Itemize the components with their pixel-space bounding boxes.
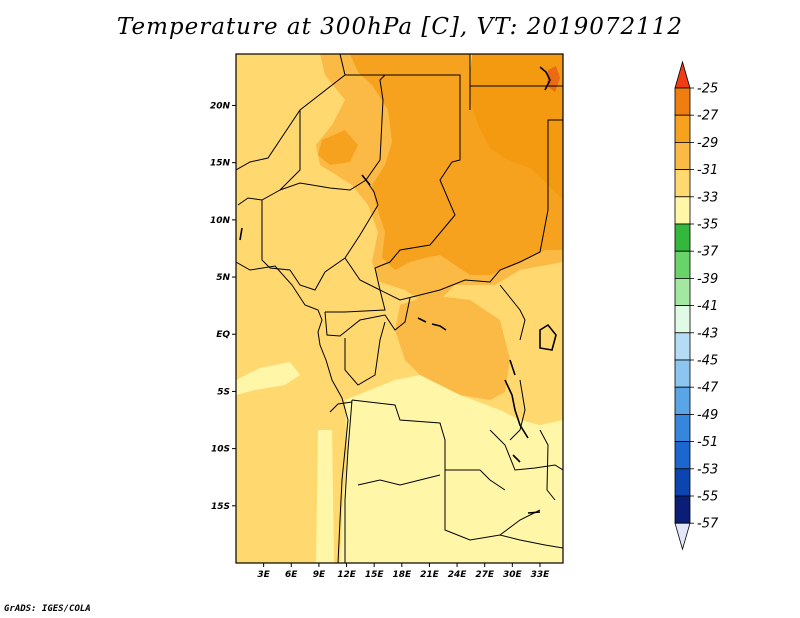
lon-tick-label: 33E — [531, 570, 551, 580]
colorbar-label: -39 — [697, 272, 718, 287]
colorbar-swatch — [674, 386, 691, 415]
lon-tick-label: 21E — [420, 570, 440, 580]
colorbar-label: -33 — [697, 190, 718, 205]
colorbar-label: -45 — [697, 354, 718, 369]
chart-title: Temperature at 300hPa [C], VT: 201907211… — [116, 14, 684, 40]
lon-tick-label: 12E — [337, 570, 357, 580]
country-borders — [236, 54, 563, 563]
lat-tick-label: EQ — [216, 330, 230, 340]
colorbar-swatch — [674, 359, 691, 388]
lon-tick-label: 24E — [448, 570, 468, 580]
field-region-27 — [470, 54, 563, 200]
lon-tick-label: 6E — [285, 570, 298, 580]
lake-lines — [239, 66, 557, 514]
field-region-29-patch — [318, 130, 358, 165]
map-frame — [235, 53, 564, 564]
lat-tick-label: 10S — [211, 445, 230, 455]
colorbar-swatch — [674, 413, 691, 442]
lon-tick-label: 3E — [257, 570, 270, 580]
lon-tick-label: 9E — [313, 570, 326, 580]
colorbar-label: -41 — [697, 299, 718, 314]
colorbar-label: -25 — [697, 82, 718, 97]
colorbar-label: -35 — [697, 218, 718, 233]
colorbar-swatch — [674, 495, 691, 524]
lat-tick-label: 15N — [210, 159, 231, 169]
colorbar-label: -27 — [697, 109, 719, 124]
colorbar-label: -31 — [697, 163, 718, 178]
colorbar-swatch — [674, 223, 691, 252]
colorbar-label: -51 — [697, 435, 718, 450]
colorbar-swatch — [674, 332, 691, 361]
lat-tick-label: 10N — [210, 216, 231, 226]
temperature-field — [236, 54, 563, 563]
field-region-35 — [340, 375, 563, 563]
colorbar-swatch — [674, 87, 691, 116]
colorbar-swatch — [674, 441, 691, 470]
colorbar-label: -29 — [697, 136, 718, 151]
field-region-35-strip — [316, 430, 334, 563]
lon-tick-label: 18E — [392, 570, 412, 580]
colorbar-swatch — [674, 277, 691, 306]
grads-credit: GrADS: IGES/COLA — [4, 604, 91, 614]
colorbar-swatch — [674, 305, 691, 334]
colorbar-label: -37 — [697, 245, 719, 260]
lon-tick-label: 30E — [503, 570, 523, 580]
lat-tick-label: 15S — [211, 502, 230, 512]
coastline — [236, 261, 349, 563]
lon-tick-label: 15E — [365, 570, 385, 580]
colorbar-swatch — [674, 196, 691, 225]
colorbar: -25 -27 -29 -31 -33 -35 -37 -39 -41 -43 -45 -47 -49 -… — [674, 60, 719, 551]
colorbar-label: -57 — [697, 517, 719, 532]
colorbar-label: -49 — [697, 408, 718, 423]
colorbar-top-triangle — [674, 60, 691, 89]
lat-tick-label: 5S — [217, 387, 230, 397]
colorbar-label: -53 — [697, 462, 718, 477]
border-lines — [236, 54, 563, 563]
colorbar-swatch — [674, 468, 691, 497]
lat-tick-label: 20N — [210, 101, 231, 111]
lon-tick-label: 27E — [475, 570, 495, 580]
colorbar-swatch — [674, 141, 691, 170]
colorbar-swatch — [674, 114, 691, 143]
colorbar-label: -43 — [697, 326, 718, 341]
colorbar-swatch — [674, 169, 691, 198]
colorbar-label: -47 — [697, 381, 719, 396]
field-region-35-coast — [236, 362, 300, 395]
colorbar-swatch — [674, 250, 691, 279]
colorbar-label: -55 — [697, 490, 718, 505]
colorbar-bottom-triangle — [674, 522, 691, 551]
lat-tick-label: 5N — [216, 273, 230, 283]
map-axes: 20N 15N 10N 5N EQ 5S 10S 15S 3E 6E 9E 12E 15E 18E 21E 2… — [210, 101, 550, 580]
